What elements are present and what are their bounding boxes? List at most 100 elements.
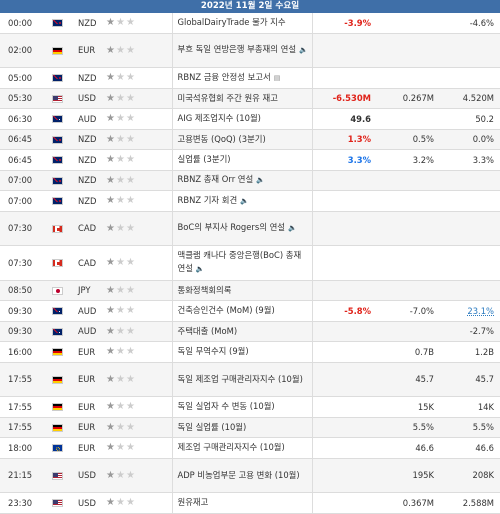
table-row[interactable]: 05:30 USD ★★★ 미국석유협회 주간 원유 재고 -6.530M 0.267M 4…: [0, 88, 500, 109]
document-icon[interactable]: ▤: [273, 73, 281, 82]
importance-star-icon: ★: [115, 421, 126, 433]
importance-star-icon: ★: [115, 442, 126, 454]
table-row[interactable]: 09:30 AUD ★★★ 주택대출 (MoM) -2.7%: [0, 321, 500, 342]
event-name-text[interactable]: 제조업 구매관리자지수 (10월): [177, 442, 285, 453]
table-row[interactable]: 05:00 NZD ★★★ RBNZ 금융 안정성 보고서 ▤: [0, 67, 500, 89]
actual-value: [312, 170, 377, 191]
forecast-value: 45.7: [377, 362, 440, 397]
event-name-text[interactable]: 독일 실업률 (10월): [177, 421, 247, 432]
importance-star-icon: ★: [115, 469, 126, 481]
event-name-text[interactable]: 맥클램 캐나다 중앙은행(BoC) 총재 연설: [177, 250, 302, 274]
importance-star-icon: ★: [125, 401, 136, 413]
table-row[interactable]: 00:00 NZD ★★★ GlobalDairyTrade 물가 지수 -3.9% -4…: [0, 13, 500, 34]
event-name[interactable]: 주택대출 (MoM): [171, 321, 313, 342]
event-name[interactable]: 통화정책회의록: [171, 280, 313, 301]
event-name-text[interactable]: 통화정책회의록: [177, 284, 232, 295]
speaker-icon[interactable]: 🔈: [256, 176, 265, 185]
event-name[interactable]: 독일 제조업 구매관리자지수 (10월): [171, 362, 313, 397]
table-row[interactable]: 06:45 NZD ★★★ 고용변동 (QoQ) (3분기) 1.3% 0.5% 0.0%: [0, 129, 500, 150]
speaker-icon[interactable]: 🔈: [240, 196, 249, 205]
event-name-text[interactable]: 부흐 독일 연방은행 부총재의 연설: [177, 44, 297, 55]
event-name-text[interactable]: 건축승인건수 (MoM) (9월): [177, 305, 275, 316]
previous-value: -4.6%: [440, 13, 500, 34]
country-flag: [52, 13, 74, 34]
de-flag-icon: [52, 423, 63, 432]
event-name[interactable]: 제조업 구매관리자지수 (10월): [171, 437, 313, 459]
importance-star-icon: ★: [106, 44, 116, 56]
event-name-text[interactable]: 독일 실업자 수 변동 (10월): [177, 401, 275, 412]
table-row[interactable]: 16:00 EUR ★★★ 독일 무역수지 (9월) 0.7B 1.2B: [0, 341, 500, 363]
importance-star-icon: ★: [125, 195, 136, 207]
ca-flag-icon: [52, 224, 63, 233]
event-time: 00:00: [0, 13, 52, 34]
table-row[interactable]: 23:30 USD ★★★ 원유재고 0.367M 2.588M: [0, 492, 500, 514]
event-name[interactable]: 맥클램 캐나다 중앙은행(BoC) 총재 연설 🔈: [171, 245, 313, 281]
event-name[interactable]: 원유재고: [171, 492, 313, 514]
importance-star-icon: ★: [115, 195, 126, 207]
event-name[interactable]: 독일 실업자 수 변동 (10월): [171, 396, 313, 418]
event-name[interactable]: 고용변동 (QoQ) (3분기): [171, 129, 313, 150]
importance-star-icon: ★: [125, 222, 136, 234]
table-row[interactable]: 21:15 USD ★★★ ADP 비농업부문 고용 변화 (10월) 195K 208K: [0, 458, 500, 493]
event-name-text[interactable]: RBNZ 총재 Orr 연설: [177, 174, 254, 185]
event-name-text[interactable]: AIG 제조업지수 (10월): [177, 113, 261, 124]
currency-code: EUR: [74, 417, 106, 438]
event-name[interactable]: 부흐 독일 연방은행 부총재의 연설 🔈: [171, 33, 313, 68]
speaker-icon[interactable]: 🔈: [287, 224, 297, 233]
table-row[interactable]: 09:30 AUD ★★★ 건축승인건수 (MoM) (9월) -5.8% -7.0% 23…: [0, 300, 500, 322]
event-name[interactable]: 실업률 (3분기): [171, 149, 313, 171]
event-name[interactable]: 독일 실업률 (10월): [171, 417, 313, 438]
table-row[interactable]: 07:00 NZD ★★★ RBNZ 기자 회견 🔈: [0, 190, 500, 212]
importance-stars: ★★★: [106, 190, 172, 212]
event-name[interactable]: 미국석유협회 주간 원유 재고: [171, 88, 313, 109]
jp-flag-icon: [52, 286, 63, 295]
table-row[interactable]: 08:50 JPY ★★★ 통화정책회의록: [0, 280, 500, 301]
event-name-text[interactable]: 원유재고: [177, 497, 209, 508]
table-row[interactable]: 17:55 EUR ★★★ 독일 제조업 구매관리자지수 (10월) 45.7 45.7: [0, 362, 500, 397]
table-row[interactable]: 07:30 CAD ★★★ 맥클램 캐나다 중앙은행(BoC) 총재 연설 🔈: [0, 245, 500, 281]
event-name-text[interactable]: GlobalDairyTrade 물가 지수: [177, 17, 286, 28]
event-name-text[interactable]: RBNZ 금융 안정성 보고서: [177, 71, 271, 82]
event-name-text[interactable]: 주택대출 (MoM): [177, 325, 238, 336]
speaker-icon[interactable]: 🔈: [299, 46, 308, 55]
event-name[interactable]: 독일 무역수지 (9월): [171, 341, 313, 363]
importance-star-icon: ★: [115, 325, 126, 337]
event-time: 07:00: [0, 170, 52, 191]
importance-star-icon: ★: [106, 497, 116, 509]
event-name[interactable]: 건축승인건수 (MoM) (9월): [171, 300, 313, 322]
event-name-text[interactable]: BoC의 부지사 Rogers의 연설: [177, 222, 285, 233]
event-name[interactable]: GlobalDairyTrade 물가 지수: [171, 13, 313, 34]
importance-star-icon: ★: [115, 133, 126, 145]
actual-value: 49.6: [312, 108, 377, 130]
table-row[interactable]: 07:00 NZD ★★★ RBNZ 총재 Orr 연설 🔈: [0, 170, 500, 191]
table-row[interactable]: 18:00 EUR ★★★ 제조업 구매관리자지수 (10월) 46.6 46.6: [0, 437, 500, 459]
event-name-text[interactable]: 독일 제조업 구매관리자지수 (10월): [177, 373, 303, 384]
speaker-icon[interactable]: 🔈: [195, 265, 205, 274]
table-row[interactable]: 06:45 NZD ★★★ 실업률 (3분기) 3.3% 3.2% 3.3%: [0, 149, 500, 171]
importance-star-icon: ★: [125, 442, 136, 454]
event-name[interactable]: ADP 비농업부문 고용 변화 (10월): [171, 458, 313, 493]
event-name[interactable]: RBNZ 총재 Orr 연설 🔈: [171, 170, 313, 191]
event-name-text[interactable]: 미국석유협회 주간 원유 재고: [177, 92, 278, 103]
table-row[interactable]: 17:55 EUR ★★★ 독일 실업자 수 변동 (10월) 15K 14K: [0, 396, 500, 418]
table-row[interactable]: 02:00 EUR ★★★ 부흐 독일 연방은행 부총재의 연설 🔈: [0, 33, 500, 68]
nz-flag-icon: [52, 156, 63, 165]
event-name[interactable]: AIG 제조업지수 (10월): [171, 108, 313, 130]
event-name-text[interactable]: 고용변동 (QoQ) (3분기): [177, 133, 266, 144]
event-name-text[interactable]: ADP 비농업부문 고용 변화 (10월): [177, 469, 300, 480]
importance-star-icon: ★: [125, 154, 136, 166]
event-name-text[interactable]: RBNZ 기자 회견: [177, 194, 238, 205]
event-name[interactable]: RBNZ 기자 회견 🔈: [171, 190, 313, 212]
forecast-value: [377, 245, 440, 281]
table-row[interactable]: 06:30 AUD ★★★ AIG 제조업지수 (10월) 49.6 50.2: [0, 108, 500, 130]
event-name-text[interactable]: 독일 무역수지 (9월): [177, 346, 249, 357]
importance-star-icon: ★: [115, 401, 126, 413]
event-name[interactable]: RBNZ 금융 안정성 보고서 ▤: [171, 67, 313, 89]
previous-value[interactable]: 23.1%: [440, 300, 500, 322]
economic-calendar-table: 00:00 NZD ★★★ GlobalDairyTrade 물가 지수 -3.9% -4…: [0, 13, 500, 514]
event-name-text[interactable]: 실업률 (3분기): [177, 154, 231, 165]
de-flag-icon: [52, 46, 63, 55]
table-row[interactable]: 07:30 CAD ★★★ BoC의 부지사 Rogers의 연설 🔈: [0, 211, 500, 246]
table-row[interactable]: 17:55 EUR ★★★ 독일 실업률 (10월) 5.5% 5.5%: [0, 417, 500, 438]
event-name[interactable]: BoC의 부지사 Rogers의 연설 🔈: [171, 211, 313, 246]
